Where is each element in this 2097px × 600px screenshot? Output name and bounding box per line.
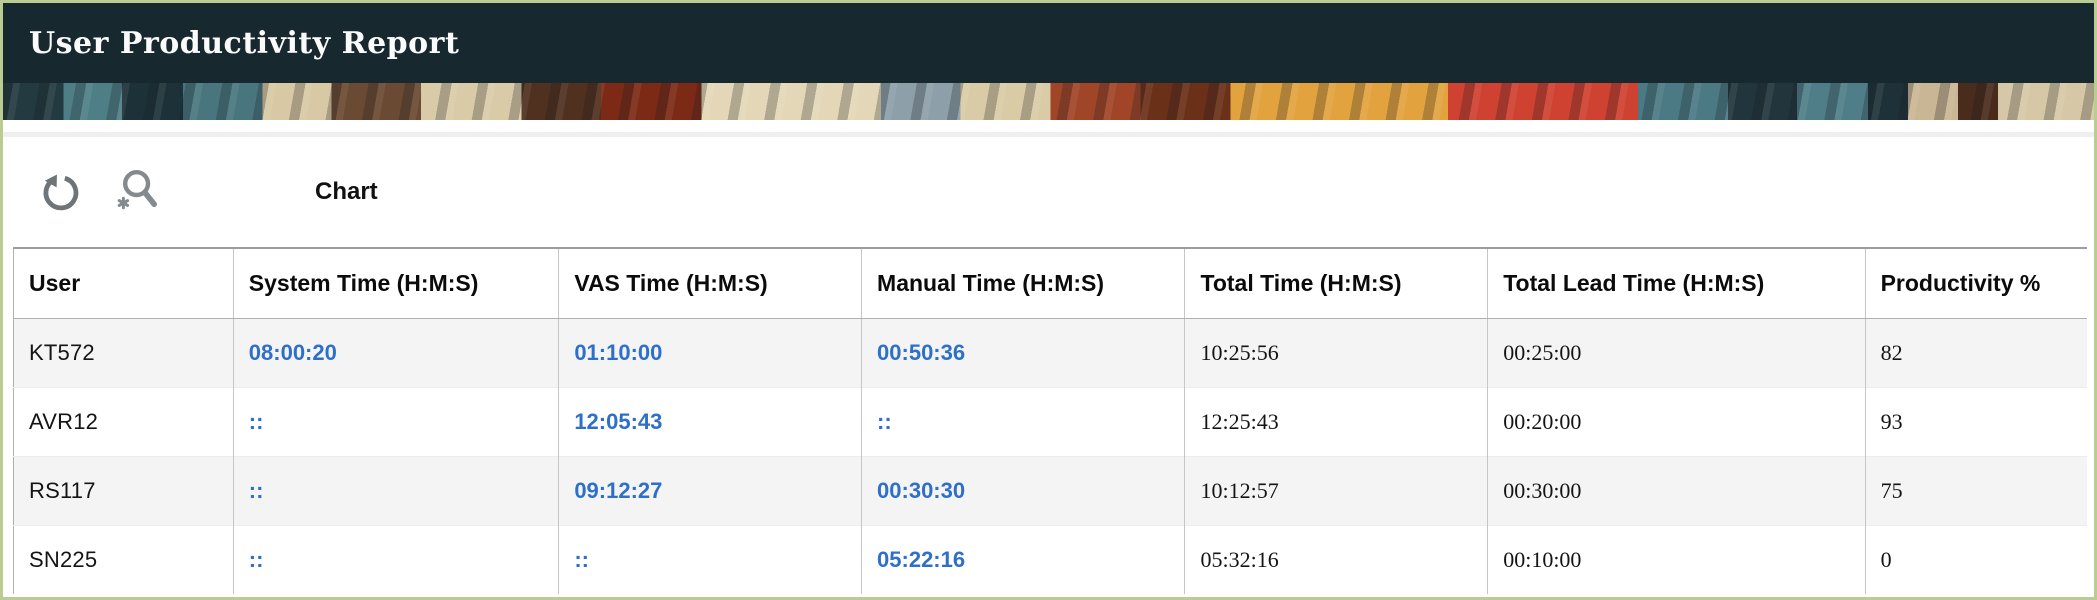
table-row: SN225 :: :: 05:22:16 05:32:16 00:10:00 0 xyxy=(13,524,2087,594)
refresh-button[interactable] xyxy=(37,166,85,218)
productivity-value: 0 xyxy=(1864,524,2087,594)
total-lead-time-value: 00:25:00 xyxy=(1487,318,1866,387)
table-row: RS117 :: 09:12:27 00:30:30 10:12:57 00:3… xyxy=(13,455,2087,525)
vas-time-link[interactable]: :: xyxy=(574,546,589,572)
total-time-value: 10:25:56 xyxy=(1184,318,1488,387)
vas-time-link[interactable]: 12:05:43 xyxy=(574,408,663,434)
manual-time-link[interactable]: 00:50:36 xyxy=(877,339,966,365)
decorative-banner xyxy=(3,83,2094,120)
page-title: User Productivity Report xyxy=(29,25,460,61)
productivity-value: 93 xyxy=(1864,386,2087,456)
user-id: KT572 xyxy=(13,318,234,387)
manual-time-link[interactable]: 05:22:16 xyxy=(877,546,966,572)
column-header-manual-time: Manual Time (H:M:S) xyxy=(861,248,1185,319)
table-row: AVR12 :: 12:05:43 :: 12:25:43 00:20:00 9… xyxy=(13,386,2087,456)
total-time-value: 10:12:57 xyxy=(1184,455,1488,525)
manual-time-link[interactable]: :: xyxy=(877,408,892,434)
column-header-total-lead-time: Total Lead Time (H:M:S) xyxy=(1487,248,1866,319)
app-header: User Productivity Report xyxy=(3,3,2094,83)
system-time-link[interactable]: :: xyxy=(248,546,264,572)
table-row: KT572 08:00:20 01:10:00 00:50:36 10:25:5… xyxy=(13,318,2087,387)
chart-view-button[interactable]: Chart xyxy=(315,178,378,205)
user-id: AVR12 xyxy=(13,386,234,456)
total-lead-time-value: 00:10:00 xyxy=(1487,524,1866,594)
vas-time-link[interactable]: 09:12:27 xyxy=(574,477,663,503)
column-header-total-time: Total Time (H:M:S) xyxy=(1184,248,1488,319)
system-time-link[interactable]: :: xyxy=(248,408,264,434)
total-lead-time-value: 00:30:00 xyxy=(1487,455,1866,525)
column-header-vas-time: VAS Time (H:M:S) xyxy=(558,248,862,319)
total-time-value: 05:32:16 xyxy=(1184,524,1488,594)
search-button[interactable] xyxy=(115,166,163,218)
report-table-wrapper: User System Time (H:M:S) VAS Time (H:M:S… xyxy=(3,247,2094,594)
system-time-link[interactable]: 08:00:20 xyxy=(248,339,337,365)
refresh-icon xyxy=(39,168,83,217)
total-time-value: 12:25:43 xyxy=(1184,386,1488,456)
column-header-user: User xyxy=(13,248,234,319)
manual-time-link[interactable]: 00:30:30 xyxy=(877,477,966,503)
productivity-value: 82 xyxy=(1864,318,2087,387)
table-header-row: User System Time (H:M:S) VAS Time (H:M:S… xyxy=(13,248,2087,319)
divider-line xyxy=(3,132,2094,137)
system-time-link[interactable]: :: xyxy=(248,477,264,503)
column-header-system-time: System Time (H:M:S) xyxy=(232,248,559,319)
productivity-table: User System Time (H:M:S) VAS Time (H:M:S… xyxy=(13,247,2087,594)
total-lead-time-value: 00:20:00 xyxy=(1487,386,1866,456)
user-id: RS117 xyxy=(13,455,234,525)
user-id: SN225 xyxy=(13,524,234,594)
search-wildcard-icon xyxy=(115,165,163,220)
column-header-productivity: Productivity % xyxy=(1864,248,2087,319)
productivity-value: 75 xyxy=(1864,455,2087,525)
toolbar: Chart xyxy=(3,137,2094,247)
vas-time-link[interactable]: 01:10:00 xyxy=(574,339,663,365)
